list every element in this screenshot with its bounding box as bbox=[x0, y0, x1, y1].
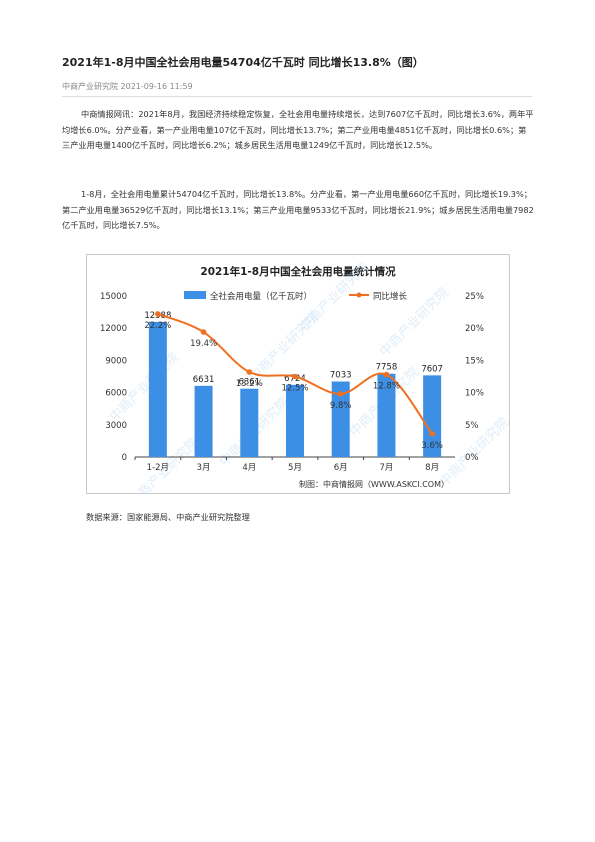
legend-bar-swatch bbox=[184, 291, 206, 299]
bar-value-label: 6361 bbox=[238, 378, 260, 388]
bar bbox=[194, 385, 213, 457]
chart-credit: 制图：中商情报网（WWW.ASKCI.COM） bbox=[299, 479, 449, 489]
article-meta: 中商产业研究院 2021-09-16 11:59 bbox=[62, 82, 193, 91]
divider bbox=[62, 96, 532, 97]
category-label: 5月 bbox=[288, 463, 302, 473]
left-tick-label: 3000 bbox=[105, 421, 127, 431]
right-tick-label: 5% bbox=[465, 421, 479, 431]
right-tick-label: 20% bbox=[465, 324, 484, 334]
growth-point bbox=[337, 391, 344, 397]
bar bbox=[423, 375, 442, 457]
growth-value-label: 22.2% bbox=[144, 321, 171, 331]
chart-frame: 2021年1-8月中国全社会用电量统计情况 全社会用电量（亿千瓦时） 同比增长 … bbox=[86, 254, 512, 510]
growth-value-label: 12.8% bbox=[373, 382, 400, 392]
bar bbox=[286, 384, 304, 457]
legend: 全社会用电量（亿千瓦时） 同比增长 bbox=[184, 291, 408, 302]
bar bbox=[377, 373, 396, 457]
growth-point bbox=[155, 311, 161, 317]
category-label: 1-2月 bbox=[147, 463, 169, 473]
left-tick-label: 0 bbox=[122, 453, 127, 463]
bar-value-label: 7607 bbox=[421, 364, 443, 374]
left-tick-label: 9000 bbox=[105, 356, 127, 366]
data-source-note: 数据来源：国家能源局、中商产业研究院整理 bbox=[86, 512, 250, 522]
category-label: 3月 bbox=[197, 463, 211, 473]
paragraph-1: 中商情报网讯：2021年8月，我国经济持续稳定恢复，全社会用电量持续增长，达到7… bbox=[62, 109, 534, 150]
right-tick-label: 15% bbox=[465, 356, 484, 366]
bar bbox=[148, 321, 167, 457]
growth-value-label: 19.4% bbox=[190, 339, 217, 349]
electricity-chart: 2021年1-8月中国全社会用电量统计情况 全社会用电量（亿千瓦时） 同比增长 … bbox=[100, 260, 512, 510]
growth-point bbox=[292, 373, 298, 380]
left-tick-label: 6000 bbox=[105, 389, 127, 399]
right-tick-label: 25% bbox=[465, 292, 484, 302]
growth-value-label: 3.6% bbox=[421, 441, 443, 451]
growth-point bbox=[200, 329, 207, 335]
growth-point bbox=[383, 371, 390, 378]
growth-value-label: 9.8% bbox=[330, 401, 352, 411]
right-tick-label: 10% bbox=[465, 389, 484, 399]
article-title: 2021年1-8月中国全社会用电量54704亿千瓦时 同比增长13.8%（图） bbox=[62, 56, 424, 69]
bar bbox=[240, 388, 259, 457]
plot-area: 0 3000 6000 9000 12000 15000 0% 5% 10% 15% 20% 25% 1… bbox=[100, 292, 484, 473]
category-label: 4月 bbox=[242, 463, 256, 473]
growth-point bbox=[246, 369, 253, 375]
bar bbox=[331, 381, 350, 457]
legend-bar-label: 全社会用电量（亿千瓦时） bbox=[210, 291, 312, 302]
paragraph-2: 1-8月，全社会用电量累计54704亿千瓦时，同比增长13.8%。分产业看，第一… bbox=[62, 189, 534, 230]
bar-value-label: 6631 bbox=[193, 375, 215, 385]
chart-title: 2021年1-8月中国全社会用电量统计情况 bbox=[200, 265, 396, 278]
bar-value-label: 7758 bbox=[376, 363, 398, 373]
left-tick-label: 15000 bbox=[100, 292, 127, 302]
right-tick-label: 0% bbox=[465, 453, 479, 463]
growth-value-label: 12.5% bbox=[281, 384, 308, 394]
category-label: 6月 bbox=[334, 463, 348, 473]
bar-value-label: 7033 bbox=[330, 371, 352, 381]
legend-line-marker bbox=[356, 292, 362, 298]
left-tick-label: 12000 bbox=[100, 324, 127, 334]
growth-point bbox=[429, 431, 435, 437]
growth-value-label: 13.2% bbox=[236, 379, 263, 389]
legend-line-label: 同比增长 bbox=[373, 291, 408, 302]
category-label: 7月 bbox=[379, 463, 393, 473]
category-label: 8月 bbox=[425, 463, 439, 473]
